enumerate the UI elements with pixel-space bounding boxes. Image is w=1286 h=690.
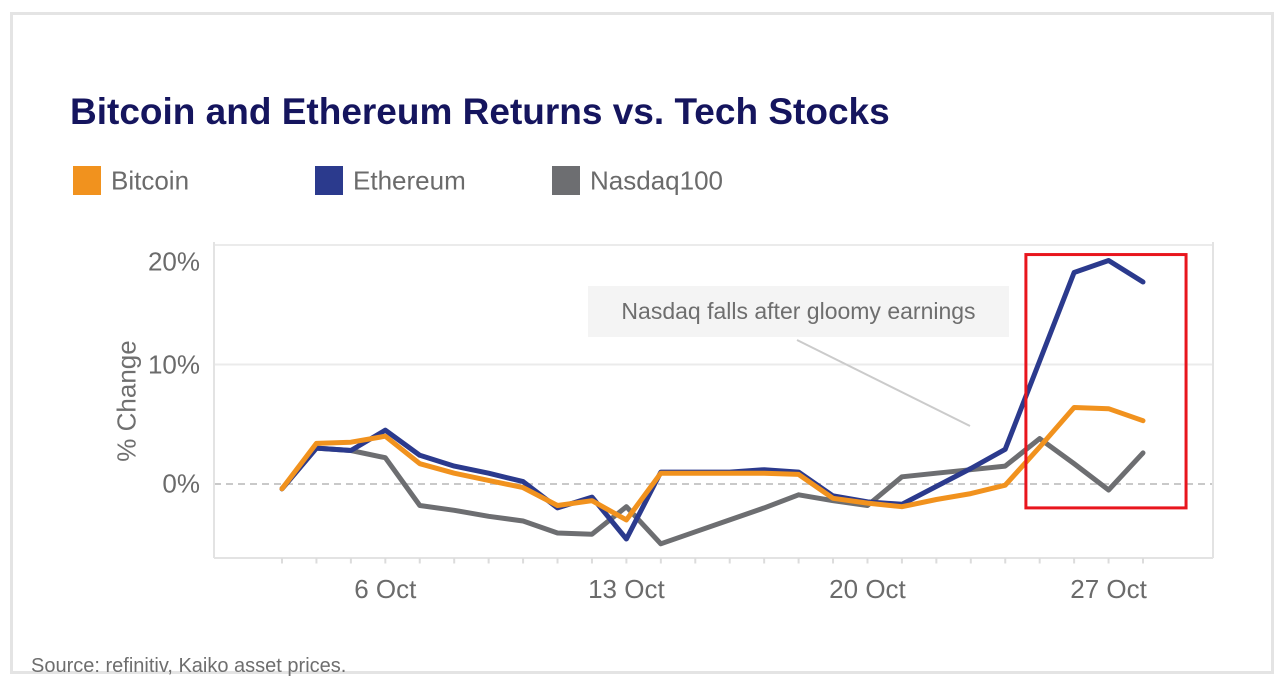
annotation-leader-line xyxy=(796,339,971,427)
legend-label: Ethereum xyxy=(353,165,466,195)
annotation-text: Nasdaq falls after gloomy earnings xyxy=(621,298,976,324)
y-tick-label: 10% xyxy=(147,349,200,379)
y-tick-label: 20% xyxy=(147,246,200,277)
chart-canvas xyxy=(213,242,1214,564)
series-line-nasdaq100 xyxy=(279,436,1146,547)
series-line-bitcoin xyxy=(279,405,1146,523)
x-tick-label: 20 Oct xyxy=(829,574,906,604)
annotation-box: Nasdaq falls after gloomy earnings xyxy=(588,286,1009,337)
legend-label: Bitcoin xyxy=(111,165,190,195)
bitcoin-swatch-icon xyxy=(73,166,101,195)
y-tick-label: 0% xyxy=(162,468,200,499)
highlight-box xyxy=(1024,253,1188,510)
x-tick-label: 27 Oct xyxy=(1070,574,1147,604)
chart-card: Bitcoin and Ethereum Returns vs. Tech St… xyxy=(10,12,1274,677)
legend: Bitcoin Ethereum Nasdaq100 xyxy=(13,165,1286,196)
source-note: Source: refinitiv, Kaiko asset prices. xyxy=(31,655,347,677)
ethereum-swatch-icon xyxy=(315,166,343,195)
chart-title: Bitcoin and Ethereum Returns vs. Tech St… xyxy=(70,91,890,132)
x-tick-label: 6 Oct xyxy=(354,574,417,604)
x-tick-label: 13 Oct xyxy=(588,574,665,604)
nasdaq100-swatch-icon xyxy=(552,166,580,195)
legend-label: Nasdaq100 xyxy=(590,165,723,195)
